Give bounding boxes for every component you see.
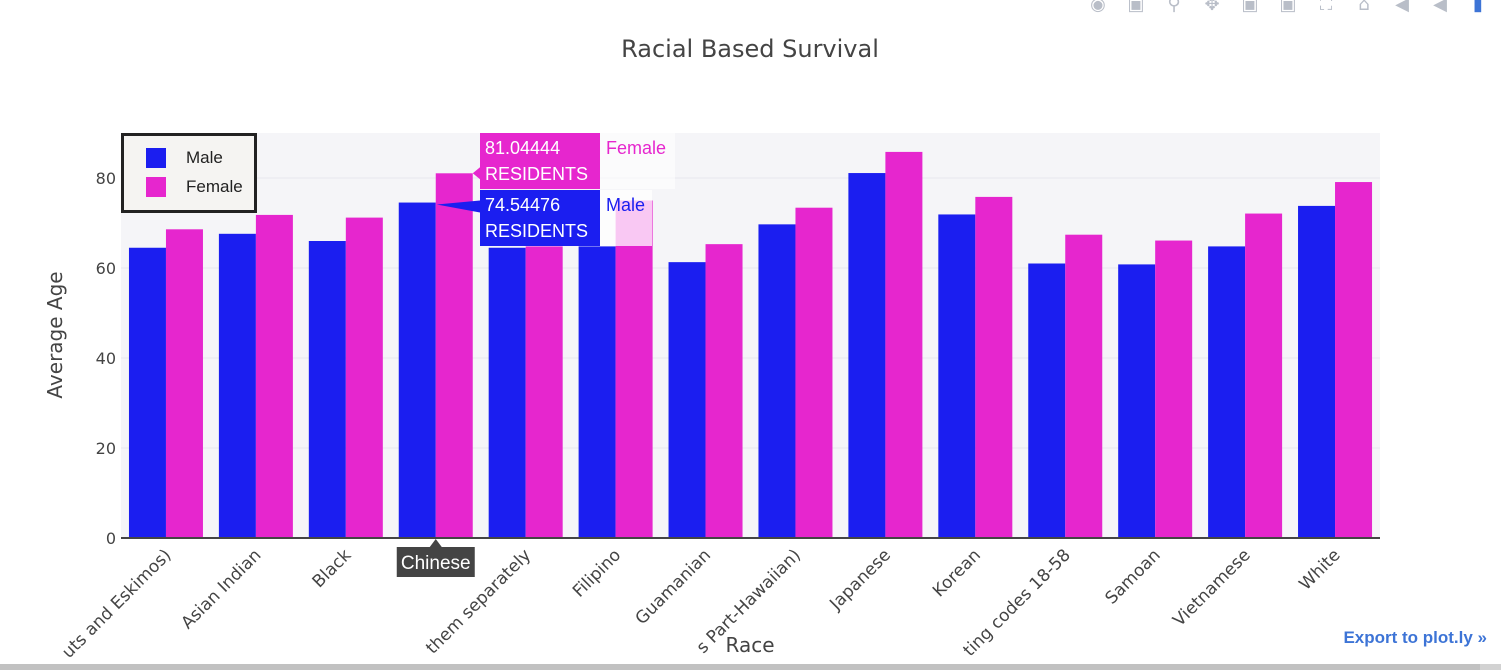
bar-male[interactable] bbox=[668, 262, 706, 538]
bar-male[interactable] bbox=[218, 233, 256, 539]
zoom-out-icon[interactable]: ▣ bbox=[1279, 0, 1297, 14]
legend: Male Female bbox=[121, 133, 257, 213]
y-tick-label: 0 bbox=[106, 529, 116, 548]
bar-male[interactable] bbox=[1298, 205, 1336, 538]
bar-female[interactable] bbox=[165, 229, 203, 539]
bar-male[interactable] bbox=[398, 202, 436, 538]
bar-male[interactable] bbox=[938, 214, 976, 538]
bar-female[interactable] bbox=[1245, 213, 1283, 539]
legend-label-female: Female bbox=[186, 177, 243, 196]
x-tick-labels: uts and Eskimos)Asian IndianBlackChithem… bbox=[58, 545, 1344, 662]
pan-icon[interactable]: ✥ bbox=[1204, 0, 1220, 14]
y-tick-label: 40 bbox=[96, 349, 116, 368]
bar-female[interactable] bbox=[615, 200, 653, 539]
bar-female[interactable] bbox=[795, 207, 833, 538]
compare-icon[interactable]: ◀ bbox=[1433, 0, 1447, 14]
bar-female[interactable] bbox=[525, 246, 563, 538]
bar-male[interactable] bbox=[308, 241, 346, 538]
bar-female[interactable] bbox=[705, 244, 743, 538]
bar-female[interactable] bbox=[975, 196, 1013, 538]
y-tick-label: 60 bbox=[96, 259, 116, 278]
x-tick-label: Japanese bbox=[825, 545, 894, 614]
legend-item-male[interactable]: Male bbox=[146, 148, 223, 168]
hover-label-category: Chinese bbox=[396, 539, 475, 577]
y-tick-label: 80 bbox=[96, 169, 116, 188]
hover-male-name: Male bbox=[606, 195, 645, 215]
camera-icon[interactable]: ◉ bbox=[1090, 0, 1106, 14]
y-axis-label: Average Age bbox=[43, 271, 67, 398]
chart-title: Racial Based Survival bbox=[621, 35, 879, 63]
bar-female[interactable] bbox=[345, 217, 383, 538]
legend-label-male: Male bbox=[186, 148, 223, 167]
x-tick-label: Black bbox=[309, 545, 356, 592]
bar-female[interactable] bbox=[885, 151, 923, 538]
x-tick-label: uts and Eskimos) bbox=[58, 545, 175, 662]
spike-icon[interactable]: ◀ bbox=[1395, 0, 1409, 14]
autoscale-icon[interactable]: ⛶ bbox=[1319, 0, 1333, 14]
bar-male[interactable] bbox=[128, 247, 166, 538]
x-tick-label: Korean bbox=[929, 545, 985, 601]
hover-female-name: Female bbox=[606, 138, 666, 158]
x-tick-label: White bbox=[1295, 545, 1344, 594]
hover-labels: 81.04444 RESIDENTS Female 74.54476 RESIDENTS… bbox=[396, 133, 675, 577]
hover-female-value: 81.04444 bbox=[485, 138, 560, 158]
bar-male[interactable] bbox=[848, 173, 886, 539]
bar-female[interactable] bbox=[1155, 240, 1193, 539]
bar-male[interactable] bbox=[1028, 263, 1066, 539]
scrollbar-thumb[interactable] bbox=[0, 664, 1480, 670]
hover-category-text: Chinese bbox=[401, 553, 471, 574]
x-tick-label: Vietnamese bbox=[1169, 545, 1254, 630]
hover-label-male: 74.54476 RESIDENTS Male bbox=[436, 190, 652, 246]
bar-male[interactable] bbox=[758, 224, 796, 538]
bar-female[interactable] bbox=[435, 173, 473, 538]
y-tick-label: 20 bbox=[96, 439, 116, 458]
export-to-plotly-link[interactable]: Export to plot.ly » bbox=[1343, 628, 1487, 647]
bar-male[interactable] bbox=[578, 246, 616, 538]
legend-swatch-male bbox=[146, 148, 166, 168]
bar-male[interactable] bbox=[1118, 264, 1156, 538]
x-tick-label: Samoan bbox=[1102, 545, 1165, 608]
hover-male-text: RESIDENTS bbox=[485, 221, 588, 241]
legend-swatch-female bbox=[146, 177, 166, 197]
x-tick-label: Guamanian bbox=[632, 545, 715, 628]
hover-male-value: 74.54476 bbox=[485, 195, 560, 215]
hover-label-female: 81.04444 RESIDENTS Female bbox=[472, 133, 675, 189]
modebar: ◉ ▣ ⚲ ✥ ▣ ▣ ⛶ ⌂ ◀ ◀ ▮ bbox=[1087, 0, 1489, 14]
bar-female[interactable] bbox=[1335, 182, 1373, 539]
zoom-in-icon[interactable]: ▣ bbox=[1241, 0, 1259, 14]
y-tick-labels: 0 20 40 60 80 bbox=[96, 169, 116, 548]
legend-item-female[interactable]: Female bbox=[146, 177, 243, 197]
bar-female[interactable] bbox=[1065, 234, 1103, 538]
bar-male[interactable] bbox=[488, 247, 526, 538]
x-tick-label: Filipino bbox=[569, 545, 625, 601]
bar-male[interactable] bbox=[1208, 246, 1246, 538]
bars bbox=[128, 151, 1373, 539]
horizontal-scrollbar[interactable] bbox=[0, 664, 1501, 670]
hover-female-text: RESIDENTS bbox=[485, 164, 588, 184]
x-tick-label: Asian Indian bbox=[178, 545, 266, 633]
save-icon[interactable]: ▣ bbox=[1127, 0, 1145, 14]
x-axis-label: Race bbox=[725, 633, 774, 657]
hover-closest-icon[interactable]: ▮ bbox=[1473, 0, 1483, 14]
bar-female[interactable] bbox=[255, 214, 293, 538]
zoom-icon[interactable]: ⚲ bbox=[1167, 0, 1181, 14]
home-icon[interactable]: ⌂ bbox=[1358, 0, 1370, 14]
